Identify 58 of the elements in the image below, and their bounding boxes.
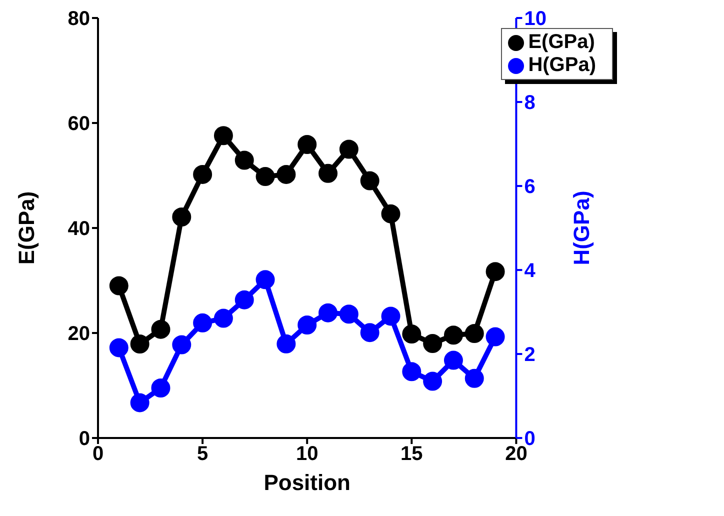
point <box>423 372 442 391</box>
point <box>234 290 254 310</box>
point <box>402 324 422 344</box>
point <box>318 164 338 183</box>
y-axis-title: E(GPa) <box>14 191 39 265</box>
y-tick-label: 20 <box>68 323 90 346</box>
point <box>486 262 505 282</box>
point <box>464 324 484 344</box>
point <box>318 303 338 322</box>
point <box>130 393 150 412</box>
point <box>276 334 296 354</box>
y-tick-label: 60 <box>68 113 90 136</box>
point <box>234 150 254 170</box>
point <box>109 276 128 296</box>
x-tick-label: 15 <box>400 443 423 466</box>
point <box>339 140 358 159</box>
y-tick-label: 80 <box>68 8 90 30</box>
point <box>360 323 380 342</box>
point <box>130 334 150 354</box>
point <box>214 126 233 146</box>
point <box>193 313 212 332</box>
point <box>444 326 463 345</box>
legend-label: E(GPa) <box>528 31 595 53</box>
x-tick-label: 5 <box>196 443 208 466</box>
y-tick-label: 0 <box>78 428 90 450</box>
point <box>339 304 358 324</box>
point <box>298 316 317 335</box>
point <box>464 368 484 388</box>
point <box>381 204 400 224</box>
y2-axis-title: H(GPa) <box>569 190 594 266</box>
y2-tick-label: 8 <box>524 92 536 114</box>
y2-tick-label: 2 <box>524 344 536 366</box>
point <box>402 362 422 382</box>
point <box>298 135 317 154</box>
legend-label: H(GPa) <box>528 54 596 76</box>
point <box>172 335 192 354</box>
point <box>381 306 400 326</box>
point <box>444 350 463 370</box>
y2-tick-label: 6 <box>524 176 536 198</box>
point <box>276 164 296 184</box>
point <box>256 167 275 186</box>
point <box>109 338 128 358</box>
y2-tick-label: 10 <box>524 8 546 30</box>
point <box>151 320 170 339</box>
point <box>193 164 212 184</box>
x-tick-label: 20 <box>505 443 528 466</box>
point <box>172 207 192 226</box>
point <box>214 308 233 328</box>
point <box>486 327 505 346</box>
point <box>423 334 442 353</box>
x-tick-label: 10 <box>296 443 318 466</box>
x-tick-label: 0 <box>92 443 104 466</box>
y-tick-label: 40 <box>68 218 90 240</box>
y2-tick-label: 4 <box>524 260 536 282</box>
point <box>151 378 170 398</box>
point <box>360 171 380 190</box>
point <box>256 270 275 290</box>
x-axis-title: Position <box>264 470 350 495</box>
